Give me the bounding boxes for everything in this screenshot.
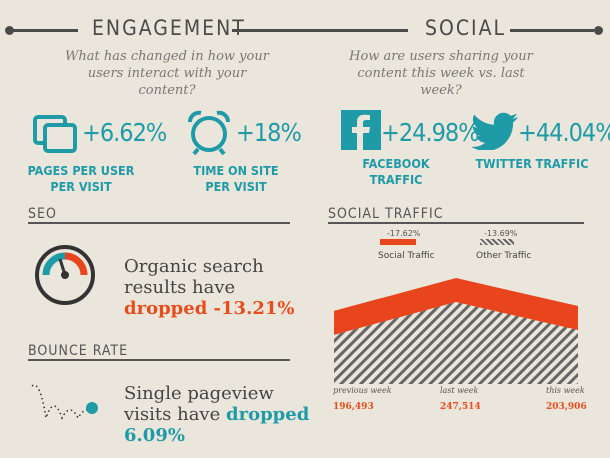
- bouncing-ball-icon: [26, 380, 102, 426]
- legend-other-name: Other Traffic: [476, 251, 532, 261]
- social-title: SOCIAL: [425, 16, 507, 40]
- seo-statement-text: Organic search results have: [124, 256, 264, 298]
- seo-drop-value: dropped -13.21%: [124, 298, 295, 319]
- x-axis-label: previous week: [333, 386, 392, 395]
- legend-other-swatch: [480, 239, 514, 245]
- legend-social-swatch: [380, 239, 416, 245]
- time-on-site-value: +18%: [236, 118, 302, 147]
- bounce-statement-text: Single pageview visits have: [124, 383, 274, 425]
- data-value-label: 196,493: [333, 402, 374, 412]
- x-axis-label: this week: [546, 386, 585, 395]
- engagement-title: ENGAGEMENT: [92, 16, 246, 40]
- pages-per-user-value: +6.62%: [82, 118, 167, 147]
- bounce-rate-divider: [28, 359, 290, 361]
- social-traffic-title: SOCIAL TRAFFIC: [328, 206, 444, 222]
- facebook-icon: [341, 110, 381, 150]
- area-other-traffic: [334, 302, 578, 384]
- legend-other-pct: -13.69%: [484, 229, 518, 238]
- header-rule-right: [510, 29, 594, 32]
- bounce-rate-title: BOUNCE RATE: [28, 343, 129, 359]
- seo-title: SEO: [28, 206, 57, 222]
- time-on-site-label: TIME ON SITE PER VISIT: [193, 163, 279, 194]
- bounce-drop-value: dropped 6.09%: [124, 404, 310, 446]
- social-traffic-area-chart: [334, 278, 578, 384]
- header-dot-right: [594, 26, 603, 35]
- facebook-traffic-label: FACEBOOK TRAFFIC: [362, 156, 430, 187]
- header-rule-left: [12, 29, 78, 32]
- twitter-bird-icon: [471, 112, 520, 151]
- legend-social-pct: -17.62%: [387, 229, 421, 238]
- pages-icon: [32, 114, 80, 154]
- x-axis-label: last week: [440, 386, 479, 395]
- alarm-clock-icon: [185, 108, 233, 156]
- facebook-traffic-value: +24.98%: [381, 118, 480, 147]
- header-dot-left: [5, 26, 14, 35]
- speedometer-icon: [34, 244, 96, 306]
- data-value-label: 247,514: [440, 402, 481, 412]
- legend-social-name: Social Traffic: [378, 251, 435, 261]
- area-social-traffic: [334, 278, 578, 335]
- social-traffic-divider: [328, 222, 584, 224]
- seo-statement: Organic search results have dropped -13.…: [124, 256, 324, 319]
- bounce-statement: Single pageview visits have dropped 6.09…: [124, 383, 324, 446]
- data-value-label: 203,906: [546, 402, 587, 412]
- engagement-question: What has changed in how your users inter…: [65, 49, 269, 98]
- twitter-traffic-value: +44.04%: [518, 118, 610, 147]
- pages-per-user-label: PAGES PER USER PER VISIT: [27, 163, 135, 194]
- seo-divider: [28, 222, 290, 224]
- twitter-traffic-label: TWITTER TRAFFIC: [475, 156, 589, 171]
- social-question: How are users sharing your content this …: [349, 49, 533, 98]
- header-rule-middle: [232, 29, 408, 32]
